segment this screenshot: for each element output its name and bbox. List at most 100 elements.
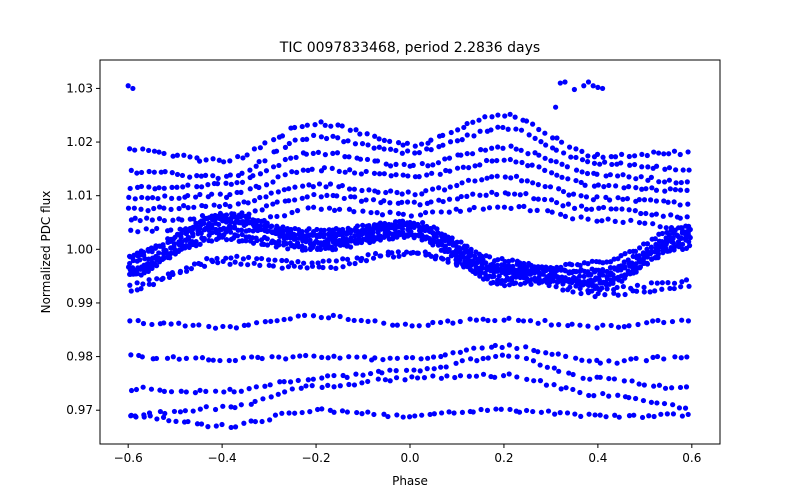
data-point bbox=[469, 151, 476, 157]
data-point bbox=[365, 378, 371, 385]
data-point bbox=[196, 260, 202, 267]
data-point bbox=[375, 230, 381, 236]
data-point bbox=[480, 206, 486, 212]
data-point bbox=[460, 164, 466, 170]
data-point bbox=[626, 153, 632, 160]
data-point bbox=[146, 168, 152, 175]
data-point bbox=[446, 409, 452, 415]
data-point bbox=[261, 217, 267, 224]
data-point bbox=[553, 104, 559, 110]
data-point bbox=[606, 375, 612, 382]
data-point bbox=[523, 344, 529, 350]
data-point bbox=[185, 205, 191, 211]
data-point bbox=[649, 212, 655, 218]
data-point bbox=[554, 199, 560, 206]
data-point bbox=[442, 245, 448, 251]
data-point bbox=[127, 146, 133, 152]
data-point bbox=[392, 221, 398, 228]
data-point bbox=[611, 256, 617, 262]
data-point bbox=[257, 262, 263, 268]
data-point bbox=[265, 257, 272, 263]
data-point bbox=[467, 316, 473, 322]
data-point bbox=[670, 236, 676, 242]
data-point bbox=[622, 251, 628, 257]
data-point bbox=[145, 264, 151, 271]
data-point bbox=[615, 392, 621, 398]
data-point bbox=[631, 412, 637, 418]
data-point bbox=[311, 132, 317, 138]
data-point bbox=[670, 402, 676, 408]
data-point bbox=[257, 194, 263, 201]
data-point bbox=[412, 150, 418, 156]
data-point bbox=[666, 177, 672, 183]
data-point bbox=[282, 172, 288, 178]
data-point bbox=[636, 219, 643, 226]
data-point bbox=[252, 208, 258, 214]
data-point bbox=[274, 318, 280, 324]
data-point bbox=[682, 405, 689, 411]
data-point bbox=[252, 218, 259, 224]
data-point bbox=[558, 264, 564, 270]
data-point bbox=[577, 262, 583, 268]
data-point bbox=[671, 199, 677, 205]
data-point bbox=[560, 203, 566, 209]
data-point bbox=[430, 373, 436, 379]
data-point bbox=[594, 357, 600, 364]
data-point bbox=[387, 367, 393, 373]
data-point bbox=[298, 385, 304, 391]
data-point bbox=[311, 353, 317, 359]
data-point bbox=[128, 352, 134, 358]
data-point bbox=[157, 387, 163, 393]
data-point bbox=[364, 131, 370, 137]
data-point bbox=[296, 244, 302, 250]
data-point bbox=[640, 257, 646, 263]
data-point bbox=[600, 266, 606, 273]
data-point bbox=[573, 146, 579, 152]
data-point bbox=[560, 287, 566, 293]
data-point bbox=[324, 192, 330, 199]
data-point bbox=[578, 179, 584, 186]
data-point bbox=[588, 206, 595, 212]
data-point bbox=[671, 285, 677, 292]
data-point bbox=[276, 354, 282, 360]
data-point bbox=[193, 243, 199, 249]
data-point bbox=[493, 353, 499, 360]
data-point bbox=[554, 279, 561, 285]
data-point bbox=[546, 275, 552, 281]
data-point bbox=[470, 409, 476, 415]
data-point bbox=[400, 414, 406, 420]
data-point bbox=[367, 370, 374, 377]
data-point bbox=[156, 216, 163, 222]
data-point bbox=[342, 169, 348, 175]
data-point bbox=[245, 200, 251, 206]
data-point bbox=[587, 376, 593, 382]
data-point bbox=[648, 280, 655, 286]
data-point bbox=[251, 260, 257, 266]
data-point bbox=[301, 312, 308, 318]
data-point bbox=[381, 171, 387, 177]
data-points bbox=[125, 79, 693, 431]
data-point bbox=[683, 277, 690, 283]
data-point bbox=[454, 249, 460, 256]
data-point bbox=[684, 187, 690, 193]
data-point bbox=[411, 199, 417, 205]
data-point bbox=[134, 170, 140, 176]
data-point bbox=[545, 408, 552, 414]
data-point bbox=[606, 393, 612, 399]
data-point bbox=[214, 181, 221, 187]
data-point bbox=[393, 172, 399, 178]
data-point bbox=[514, 374, 520, 380]
data-point bbox=[336, 206, 343, 212]
data-point bbox=[176, 239, 182, 245]
data-point bbox=[658, 411, 664, 417]
data-point bbox=[679, 413, 685, 419]
data-point bbox=[468, 246, 474, 252]
data-point bbox=[168, 321, 174, 327]
data-point bbox=[194, 421, 201, 427]
data-point bbox=[466, 373, 472, 379]
data-point bbox=[348, 244, 354, 250]
data-point bbox=[300, 167, 306, 173]
data-point bbox=[223, 229, 229, 235]
data-point bbox=[292, 197, 298, 203]
